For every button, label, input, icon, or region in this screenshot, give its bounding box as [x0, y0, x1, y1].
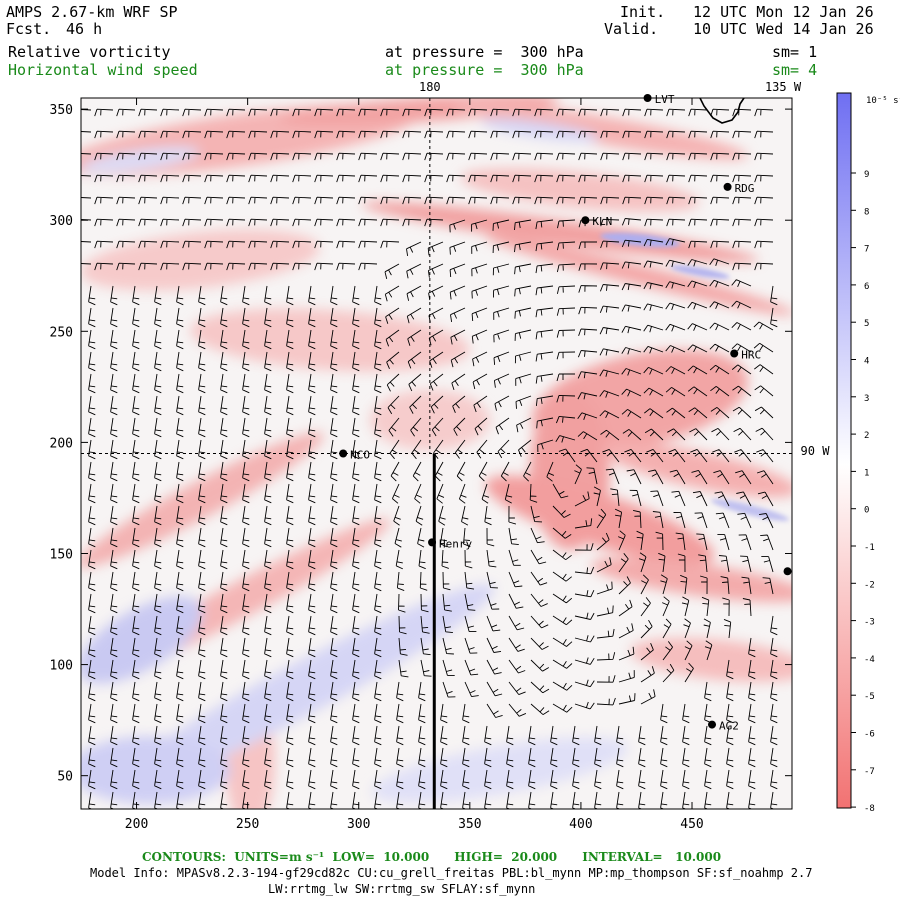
coastline: [699, 97, 745, 124]
y-tick-label: 350: [50, 103, 73, 118]
x-tick-label: 250: [236, 817, 259, 832]
station-label: AG2: [719, 720, 739, 733]
station-label: Henry: [439, 537, 472, 550]
colorbar-tick-label: -6: [864, 730, 875, 740]
colorbar-tick-label: 2: [864, 431, 869, 441]
physics-info: LW:rrtmg_lw SW:rrtmg_sw SFLAY:sf_mynn: [268, 882, 536, 896]
y-axis: 50 100 150 200 250 300 350: [50, 103, 792, 785]
x-tick-label: 300: [347, 817, 370, 832]
x-tick-label: 350: [458, 817, 481, 832]
colorbar-tick-label: -8: [864, 804, 875, 814]
colorbar-tick-label: 3: [864, 394, 869, 404]
stations-layer: LVT RDG KLN HRC NCO Henry AG2: [339, 93, 792, 733]
y-tick-label: 200: [50, 436, 73, 451]
colorbar: [836, 92, 852, 809]
station-marker: [581, 216, 590, 225]
colorbar-tick-label: -7: [864, 767, 875, 777]
colorbar-tick-label: 9: [864, 170, 869, 180]
forecast-label: Fcst.: [6, 20, 52, 38]
station-marker: [428, 538, 437, 547]
colorbar-tick-label: -5: [864, 692, 875, 702]
y-tick-label: 150: [50, 547, 73, 562]
x-tick-label: 400: [569, 817, 592, 832]
station-marker: [339, 449, 348, 458]
meridian-90w-label: 90 W: [801, 444, 831, 458]
forecast-hour: 46 h: [66, 20, 103, 38]
x-tick-label: 200: [125, 817, 148, 832]
valid-time: 10 UTC Wed 14 Jan 26: [693, 20, 874, 38]
colorbar-tick-label: 7: [864, 245, 869, 255]
contours-info: CONTOURS: UNITS=m s⁻¹ LOW= 10.000 HIGH= …: [142, 850, 722, 864]
colorbar-ticks: 9 8 7 6 5 4 3 2 1 0 -1 -2 -3 -4 -5 -6 -7 -8: [851, 170, 875, 814]
field1-name: Relative vorticity: [8, 43, 171, 61]
station-marker: [708, 720, 717, 729]
valid-label: Valid.: [604, 20, 659, 38]
colorbar-tick-label: 0: [864, 506, 869, 516]
colorbar-tick-label: -4: [864, 655, 875, 665]
station-label: KLN: [592, 215, 612, 228]
colorbar-tick-label: -3: [864, 618, 875, 628]
station-label: LVT: [655, 93, 675, 106]
colorbar-tick-label: 5: [864, 319, 869, 329]
x-axis: 200 250 300 350 400 450: [125, 98, 704, 832]
colorbar-tick-label: 1: [864, 468, 869, 478]
init-label: Init.: [620, 3, 666, 21]
y-tick-label: 100: [50, 659, 73, 674]
colorbar-tick-label: 4: [864, 357, 869, 367]
colorbar-unit: 10⁻⁵ s⁻¹: [866, 96, 900, 106]
meridian-180-label: 180: [419, 80, 441, 94]
x-tick-label: 450: [680, 817, 703, 832]
colorbar-tick-label: 6: [864, 282, 869, 292]
field2-pressure: at pressure = 300 hPa: [385, 61, 584, 79]
y-tick-label: 250: [50, 325, 73, 340]
field1-smoothing: sm= 1: [772, 43, 818, 61]
colorbar-tick-label: 8: [864, 207, 869, 217]
station-label: HRC: [741, 349, 761, 362]
y-tick-label: 300: [50, 214, 73, 229]
field2-smoothing: sm= 4: [772, 61, 818, 79]
colorbar-tick-label: -2: [864, 580, 875, 590]
plot-frame: [80, 97, 793, 810]
station-label: RDG: [735, 182, 755, 195]
map-title: AMPS 2.67-km WRF SP: [6, 3, 178, 21]
station-marker: [730, 349, 739, 358]
field1-pressure: at pressure = 300 hPa: [385, 43, 584, 61]
station-marker: [783, 567, 792, 576]
station-marker: [723, 182, 732, 191]
colorbar-tick-label: -1: [864, 543, 875, 553]
meridian-135w-label: 135 W: [765, 80, 802, 94]
init-time: 12 UTC Mon 12 Jan 26: [693, 3, 874, 21]
field2-name: Horizontal wind speed: [8, 61, 198, 79]
model-info: Model Info: MPASv8.2.3-194-gf29cd82c CU:…: [90, 866, 813, 880]
station-label: NCO: [350, 449, 370, 462]
y-tick-label: 50: [57, 770, 73, 785]
